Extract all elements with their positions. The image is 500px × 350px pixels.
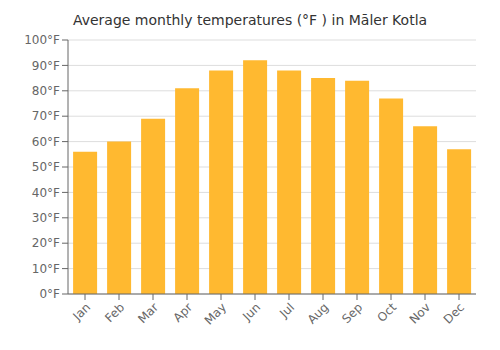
svg-text:100°F: 100°F bbox=[24, 33, 60, 47]
svg-text:Apr: Apr bbox=[171, 300, 196, 325]
svg-text:90°F: 90°F bbox=[32, 59, 60, 73]
svg-text:70°F: 70°F bbox=[32, 109, 60, 123]
svg-text:80°F: 80°F bbox=[32, 84, 60, 98]
svg-text:60°F: 60°F bbox=[32, 135, 60, 149]
svg-text:Dec: Dec bbox=[441, 300, 467, 326]
svg-text:Nov: Nov bbox=[407, 300, 433, 326]
svg-text:May: May bbox=[202, 300, 229, 327]
svg-text:40°F: 40°F bbox=[32, 186, 60, 200]
svg-text:30°F: 30°F bbox=[32, 211, 60, 225]
svg-text:Jul: Jul bbox=[276, 300, 297, 321]
svg-text:50°F: 50°F bbox=[32, 160, 60, 174]
svg-text:Mar: Mar bbox=[135, 300, 161, 326]
html-text:Average monthly temperatures (: Average monthly temperatures (°F ) in Mā… bbox=[72, 12, 428, 28]
svg-text:Oct: Oct bbox=[375, 300, 400, 325]
svg-text:10°F: 10°F bbox=[32, 262, 60, 276]
svg-text:Jun: Jun bbox=[239, 300, 263, 324]
svg-text:Sep: Sep bbox=[339, 300, 365, 326]
svg-text:0°F: 0°F bbox=[39, 287, 60, 301]
svg-text:Jan: Jan bbox=[69, 300, 93, 324]
svg-text:Feb: Feb bbox=[102, 300, 127, 325]
svg-text:Aug: Aug bbox=[305, 300, 331, 326]
svg-text:20°F: 20°F bbox=[32, 236, 60, 250]
